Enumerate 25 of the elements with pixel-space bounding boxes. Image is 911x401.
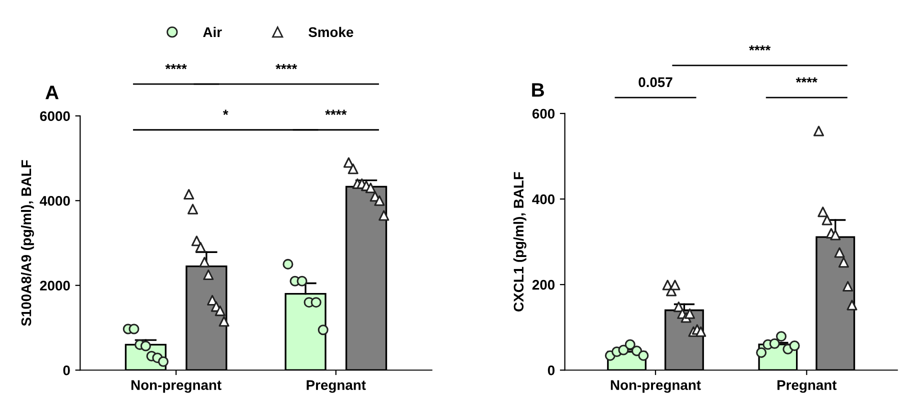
y-tick-label: 200: [532, 280, 555, 290]
x-tick-label: Non-pregnant: [131, 380, 222, 393]
x-tick-label: Pregnant: [306, 380, 366, 393]
y-tick-label: 0: [548, 365, 555, 376]
text: *: [222, 110, 228, 115]
text: ****: [325, 110, 347, 115]
x-tick-label: Non-pregnant: [610, 380, 701, 393]
chart-title: A: [46, 86, 59, 100]
y-tick-label: 0: [63, 365, 70, 376]
text: ****: [749, 45, 771, 51]
legend-label: Smoke: [308, 26, 354, 38]
y-axis-title: S100A8/A9 (pg/ml), BALF: [20, 160, 34, 326]
text: ****: [276, 64, 298, 70]
text: ****: [796, 77, 818, 83]
y-tick-label: 600: [532, 108, 555, 119]
text: ****: [165, 64, 187, 70]
x-tick-label: Pregnant: [777, 380, 837, 393]
y-tick-label: 400: [532, 194, 555, 204]
y-tick-label: 2000: [40, 280, 70, 291]
y-tick-label: 4000: [40, 196, 70, 206]
chart-title: B: [532, 83, 544, 97]
y-axis-title: CXCL1 (pg/ml), BALF: [513, 172, 526, 312]
legend-label: Air: [203, 26, 222, 37]
text: 0.057: [638, 77, 672, 88]
y-tick-label: 6000: [40, 111, 70, 122]
